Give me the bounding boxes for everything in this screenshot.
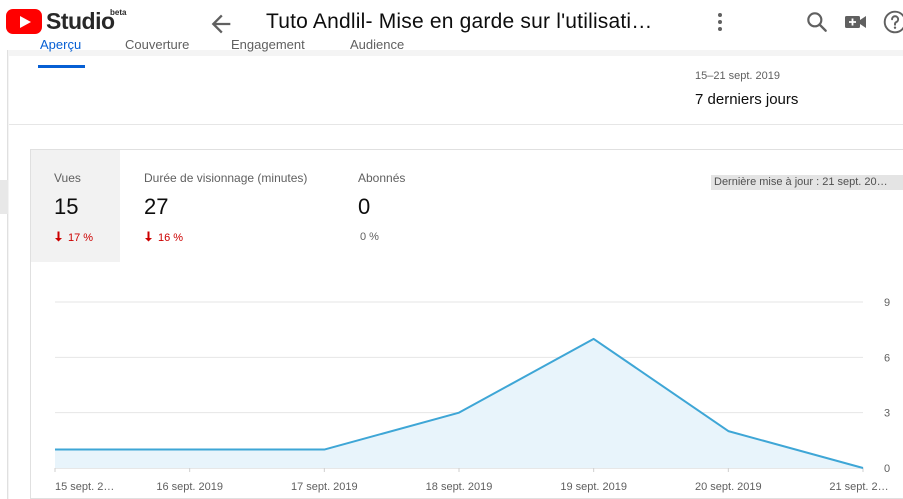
y-tick-label: 3 [884,408,890,420]
metric-change-value: 17 % [68,232,94,244]
area-fill [55,338,863,468]
left-nav-active-marker [0,180,8,214]
x-tick-label: 21 sept. 2… [829,481,888,493]
top-app-bar: Studio beta Tuto Andlil- Mise en garde s… [0,0,903,50]
y-tick-label: 9 [884,297,890,309]
date-period-selector[interactable]: 7 derniers jours [695,91,799,108]
help-icon[interactable] [882,9,903,35]
y-tick-label: 6 [884,352,890,364]
logo-text: Studio [46,8,115,34]
tab-engagement[interactable]: Engagement [231,37,305,52]
metric-card-vues[interactable]: Vues 15 17 % [31,150,120,262]
search-icon[interactable] [804,9,830,35]
x-tick-label: 19 sept. 2019 [560,481,627,493]
beta-badge: beta [110,8,127,17]
x-tick-label: 16 sept. 2019 [156,481,223,493]
tab-apercu[interactable]: Aperçu [40,37,82,52]
y-tick-label: 0 [884,463,890,475]
metric-value: 0 [358,194,371,219]
tabs-divider [9,124,903,125]
arrow-down-icon [145,231,152,242]
video-title: Tuto Andlil- Mise en garde sur l'utilisa… [266,10,653,33]
youtube-studio-logo[interactable]: Studio beta [6,8,126,36]
metric-label: Abonnés [358,171,406,185]
create-video-icon[interactable] [842,9,870,35]
metrics-chart-card: Vues 15 17 % Durée de visionnage (minute… [30,149,903,499]
views-area-chart: 0 3 6 9 15 sept. 2… 16 sept. 2019 17 sept. 201… [54,297,890,493]
metric-card-abonnes[interactable]: Abonnés 0 0 % [320,150,470,262]
date-range-text[interactable]: 15–21 sept. 2019 [695,70,781,82]
youtube-play-icon [6,9,42,34]
metric-value: 15 [54,194,79,219]
back-arrow-icon[interactable] [207,10,235,38]
tab-audience[interactable]: Audience [350,37,405,52]
x-tick-label: 20 sept. 2019 [695,481,762,493]
metric-change: 17 % [54,231,93,244]
metric-label: Durée de visionnage (minutes) [144,171,308,185]
x-tick-label: 18 sept. 2019 [426,481,493,493]
x-tick-label: 15 sept. 2… [55,481,114,493]
metric-card-duree[interactable]: Durée de visionnage (minutes) 27 16 % [120,150,320,262]
active-tab-indicator [38,65,85,68]
arrow-down-icon [55,231,62,242]
metric-value: 27 [144,194,169,219]
metric-change: 16 % [144,231,183,244]
tab-couverture[interactable]: Couverture [125,37,190,52]
x-tick-label: 17 sept. 2019 [291,481,358,493]
metric-label: Vues [54,171,81,185]
metric-change-value: 16 % [158,232,184,244]
left-nav-rail [0,50,8,499]
last-update-badge: Dernière mise à jour : 21 sept. 20… [711,175,903,190]
more-vert-icon[interactable] [708,10,732,34]
metric-change: 0 % [360,231,379,243]
